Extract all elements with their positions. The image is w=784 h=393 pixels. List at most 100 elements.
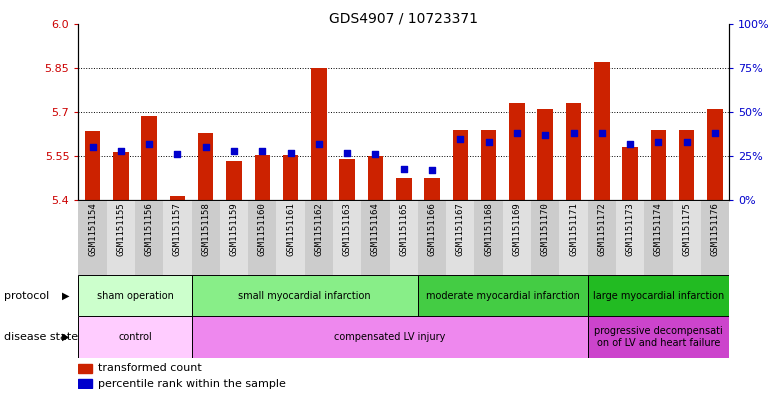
Text: GSM1151176: GSM1151176 [710, 203, 720, 256]
Bar [509, 103, 524, 200]
Point [199, 144, 212, 151]
Text: GSM1151161: GSM1151161 [286, 203, 295, 256]
Point [227, 148, 240, 154]
Bar [588, 200, 616, 275]
Bar [644, 200, 673, 275]
Bar [679, 130, 695, 200]
Bar [390, 200, 418, 275]
Text: GSM1151157: GSM1151157 [173, 203, 182, 256]
Bar [418, 200, 446, 275]
Bar [673, 200, 701, 275]
Bar [255, 155, 270, 200]
Text: sham operation: sham operation [96, 291, 173, 301]
Point [86, 144, 99, 151]
Bar [78, 364, 93, 373]
Text: ▶: ▶ [61, 291, 69, 301]
Point [426, 167, 438, 173]
Bar [78, 316, 191, 358]
Bar [396, 178, 412, 200]
Bar [594, 62, 610, 200]
Bar [191, 316, 588, 358]
Point [114, 148, 127, 154]
Point [397, 165, 410, 172]
Bar [559, 200, 588, 275]
Text: GSM1151165: GSM1151165 [399, 203, 408, 256]
Text: GSM1151167: GSM1151167 [456, 203, 465, 256]
Text: disease state: disease state [4, 332, 78, 342]
Point [313, 141, 325, 147]
Text: GSM1151173: GSM1151173 [626, 203, 634, 256]
Bar [361, 200, 390, 275]
Bar [452, 130, 468, 200]
Text: percentile rank within the sample: percentile rank within the sample [98, 378, 286, 389]
Text: control: control [118, 332, 152, 342]
Bar [191, 275, 418, 316]
Text: GSM1151159: GSM1151159 [230, 203, 238, 256]
Bar [333, 200, 361, 275]
Bar [339, 159, 355, 200]
Bar [707, 109, 723, 200]
Text: protocol: protocol [4, 291, 49, 301]
Text: GDS4907 / 10723371: GDS4907 / 10723371 [329, 12, 478, 26]
Text: GSM1151170: GSM1151170 [541, 203, 550, 256]
Bar [622, 147, 638, 200]
Bar [78, 380, 93, 387]
Point [624, 141, 637, 147]
Text: progressive decompensati
on of LV and heart failure: progressive decompensati on of LV and he… [594, 326, 723, 348]
Bar [163, 200, 191, 275]
Text: GSM1151156: GSM1151156 [144, 203, 154, 256]
Text: GSM1151158: GSM1151158 [201, 203, 210, 256]
Text: GSM1151164: GSM1151164 [371, 203, 380, 256]
Bar [531, 200, 559, 275]
Bar [249, 200, 277, 275]
Bar [135, 200, 163, 275]
Bar [227, 161, 241, 200]
Text: GSM1151169: GSM1151169 [513, 203, 521, 256]
Point [539, 132, 551, 138]
Bar [424, 178, 440, 200]
Bar [169, 196, 185, 200]
Bar [588, 275, 729, 316]
Text: GSM1151155: GSM1151155 [116, 203, 125, 256]
Text: GSM1151174: GSM1151174 [654, 203, 663, 256]
Bar [446, 200, 474, 275]
Text: GSM1151171: GSM1151171 [569, 203, 578, 256]
Text: large myocardial infarction: large myocardial infarction [593, 291, 724, 301]
Text: transformed count: transformed count [98, 364, 201, 373]
Text: small myocardial infarction: small myocardial infarction [238, 291, 371, 301]
Bar [474, 200, 503, 275]
Bar [651, 130, 666, 200]
Point [709, 130, 721, 136]
Bar [311, 68, 327, 200]
Bar [198, 133, 213, 200]
Bar [113, 152, 129, 200]
Bar [503, 200, 531, 275]
Bar [588, 316, 729, 358]
Bar [566, 103, 581, 200]
Bar [78, 200, 107, 275]
Point [510, 130, 523, 136]
Point [369, 151, 382, 158]
Bar [107, 200, 135, 275]
Text: GSM1151168: GSM1151168 [485, 203, 493, 256]
Bar [701, 200, 729, 275]
Bar [141, 116, 157, 200]
Point [454, 135, 466, 142]
Bar [283, 155, 299, 200]
Text: GSM1151175: GSM1151175 [682, 203, 691, 256]
Text: GSM1151166: GSM1151166 [427, 203, 437, 256]
Point [341, 149, 354, 156]
Point [681, 139, 693, 145]
Bar [418, 275, 588, 316]
Bar [616, 200, 644, 275]
Point [143, 141, 155, 147]
Point [652, 139, 665, 145]
Bar [220, 200, 249, 275]
Text: GSM1151162: GSM1151162 [314, 203, 323, 256]
Text: GSM1151163: GSM1151163 [343, 203, 352, 256]
Point [285, 149, 297, 156]
Text: moderate myocardial infarction: moderate myocardial infarction [426, 291, 579, 301]
Point [482, 139, 495, 145]
Point [171, 151, 183, 158]
Text: ▶: ▶ [61, 332, 69, 342]
